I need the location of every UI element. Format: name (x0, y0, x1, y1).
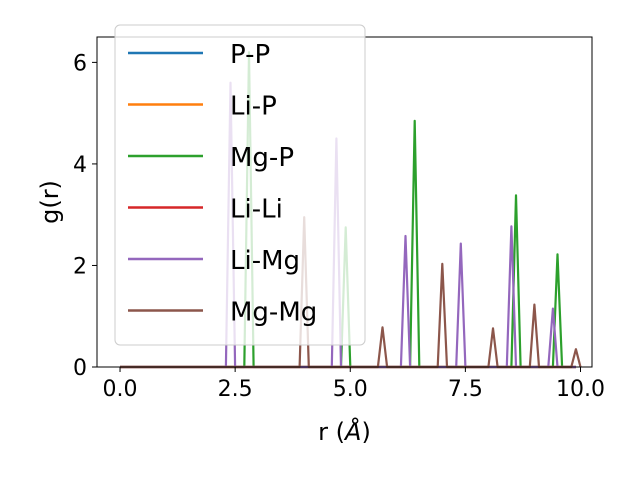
y-tick-label: 2 (73, 254, 87, 279)
legend-label: Li-P (230, 92, 277, 122)
x-axis: 0.0 2.5 5.0 7.5 10.0 (103, 367, 605, 402)
y-tick-label: 0 (73, 356, 87, 381)
legend-item-mg-mg: Mg-Mg (128, 298, 317, 328)
legend-label: P-P (230, 40, 270, 70)
y-axis-label: g(r) (36, 180, 64, 224)
x-axis-label-text: r ( (318, 418, 345, 446)
legend: P-P Li-P Mg-P Li-Li Li-Mg Mg-Mg (114, 24, 366, 346)
x-tick-label: 2.5 (218, 377, 253, 402)
legend-item-mg-p: Mg-P (128, 143, 294, 173)
legend-label: Li-Mg (230, 246, 300, 276)
y-tick-label: 4 (73, 153, 87, 178)
x-tick-label: 0.0 (103, 377, 138, 402)
x-axis-label-unit: Å (343, 417, 361, 446)
legend-label: Mg-P (230, 143, 294, 173)
legend-item-li-p: Li-P (128, 92, 277, 122)
y-axis: 0 2 4 6 (73, 51, 97, 381)
legend-item-li-li: Li-Li (128, 195, 283, 225)
legend-item-li-mg: Li-Mg (128, 246, 300, 276)
legend-label: Mg-Mg (230, 298, 317, 328)
x-tick-label: 7.5 (448, 377, 483, 402)
x-axis-label: r (Å) (318, 417, 371, 446)
x-axis-label-close: ) (361, 418, 370, 446)
x-tick-label: 10.0 (556, 377, 605, 402)
legend-label: Li-Li (230, 195, 283, 225)
legend-item-p-p: P-P (128, 40, 270, 70)
x-tick-label: 5.0 (333, 377, 368, 402)
y-tick-label: 6 (73, 51, 87, 76)
